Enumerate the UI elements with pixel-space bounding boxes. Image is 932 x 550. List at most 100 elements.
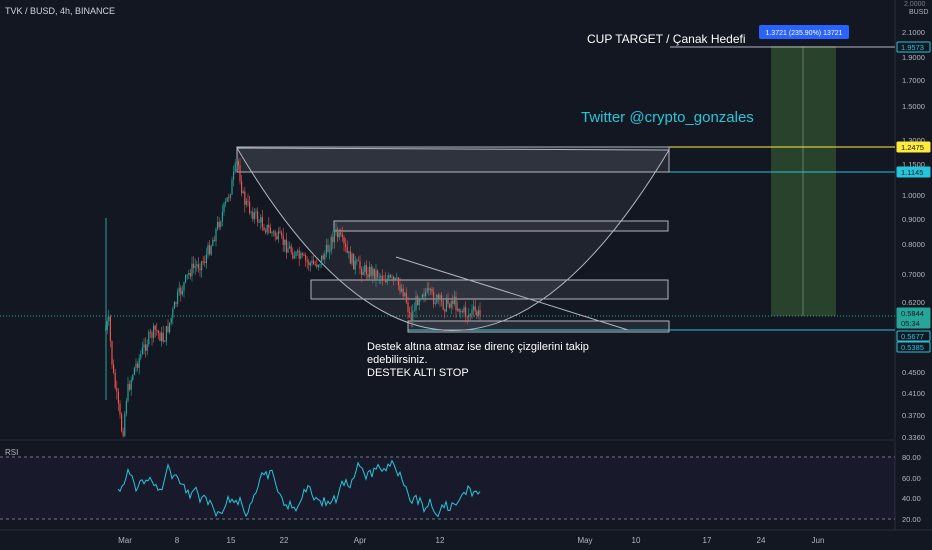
candle-body xyxy=(194,266,196,268)
candle-body xyxy=(140,353,142,358)
twitter-text[interactable]: Twitter @crypto_gonzales xyxy=(581,109,754,126)
candle-body xyxy=(285,239,287,253)
rsi-tick: 80.00 xyxy=(902,453,921,462)
candle-body xyxy=(108,316,110,322)
price-axis[interactable]: 2.1000 1.9000 1.7000 1.5000 1.3000 1.1500 1.00… xyxy=(902,28,925,442)
top-price-tick: 2.0000 xyxy=(904,1,926,8)
price-tick: 0.4100 xyxy=(902,389,925,398)
candle-body xyxy=(468,314,470,318)
candle-body xyxy=(178,287,180,293)
candle-body xyxy=(375,270,377,279)
candle-body xyxy=(239,165,241,182)
candle-body xyxy=(170,317,172,323)
candle-body xyxy=(357,260,359,262)
candle-body xyxy=(281,232,283,236)
price-tick: 1.0000 xyxy=(902,191,925,200)
time-axis[interactable]: Mar 8 15 22 Apr 12 May 10 17 24 Jun xyxy=(118,536,824,545)
candle-body xyxy=(258,222,260,223)
candle-body xyxy=(132,374,134,381)
candle-body xyxy=(469,314,471,316)
candle-body xyxy=(474,306,476,312)
rsi-line xyxy=(117,459,481,518)
candlestick-series[interactable] xyxy=(105,157,481,438)
candle-body xyxy=(322,255,324,260)
currency-label: BUSD xyxy=(909,9,928,16)
candle-body xyxy=(457,308,459,311)
cup-pattern[interactable] xyxy=(236,147,670,331)
cup-target-text[interactable]: CUP TARGET / Çanak Hedefi xyxy=(587,32,746,46)
candle-body xyxy=(373,268,375,279)
candle-body xyxy=(130,380,132,390)
rsi-title[interactable]: RSI xyxy=(5,448,18,457)
candle-body xyxy=(220,221,222,227)
candle-body xyxy=(127,384,129,401)
note-line-2[interactable]: edebilirsiniz. xyxy=(367,354,428,366)
svg-text:0.5844: 0.5844 xyxy=(901,309,924,318)
candle-body xyxy=(401,288,403,292)
note-line-1[interactable]: Destek altına atmaz ise direnç çizgileri… xyxy=(367,341,589,353)
candle-body xyxy=(309,262,311,266)
candle-body xyxy=(196,264,198,267)
candle-body xyxy=(257,211,259,223)
candle-body xyxy=(353,253,355,270)
candle-body xyxy=(397,277,399,286)
note-line-3[interactable]: DESTEK ALTI STOP xyxy=(367,367,469,379)
candle-body xyxy=(157,330,159,334)
price-tick: 0.4500 xyxy=(902,368,925,377)
resistance-box-2[interactable] xyxy=(333,220,669,232)
candle-body xyxy=(165,326,167,342)
candle-body xyxy=(405,292,407,303)
candle-body xyxy=(191,263,193,277)
candle-body xyxy=(421,294,423,299)
candle-body xyxy=(129,384,131,390)
candle-body xyxy=(159,333,161,342)
svg-text:1.2475: 1.2475 xyxy=(901,143,924,152)
candle-body xyxy=(193,263,195,268)
candle-body xyxy=(305,255,307,261)
support-box[interactable] xyxy=(407,320,670,333)
resistance-box-top[interactable] xyxy=(236,146,670,173)
candle-body xyxy=(466,316,468,318)
candle-body xyxy=(381,275,383,280)
candle-body xyxy=(426,288,428,293)
candle-body xyxy=(237,161,239,166)
candle-body xyxy=(327,244,329,252)
time-tick: 15 xyxy=(227,536,236,545)
candle-body xyxy=(343,236,345,244)
candle-body xyxy=(329,251,331,253)
candle-body xyxy=(124,413,126,436)
candle-body xyxy=(146,344,148,351)
candle-body xyxy=(356,260,358,262)
candle-body xyxy=(418,299,420,306)
candle-body xyxy=(365,265,367,275)
candle-body xyxy=(223,203,225,212)
symbol-title[interactable]: TVK / BUSD, 4h, BINANCE xyxy=(5,6,115,16)
candle-body xyxy=(471,309,473,315)
candle-body xyxy=(169,322,171,333)
price-tick: 0.3700 xyxy=(902,411,925,420)
candle-body xyxy=(359,261,361,269)
candle-body xyxy=(175,302,177,304)
rsi-tick: 60.00 xyxy=(902,474,921,483)
candle-body xyxy=(325,244,327,254)
candle-body xyxy=(135,363,137,368)
candle-body xyxy=(266,224,268,233)
candle-body xyxy=(410,313,412,322)
candle-body xyxy=(477,310,479,316)
candle-body xyxy=(441,295,443,302)
candle-body xyxy=(138,357,140,368)
candle-body xyxy=(301,253,303,255)
price-tick: 1.3000 xyxy=(902,136,925,145)
candle-body xyxy=(319,264,321,266)
candle-body xyxy=(407,302,409,312)
trendline[interactable] xyxy=(395,256,629,331)
candle-body xyxy=(455,296,457,311)
candle-body xyxy=(188,273,190,275)
candle-body xyxy=(277,231,279,240)
candle-body xyxy=(431,289,433,292)
price-tick: 1.5000 xyxy=(902,102,925,111)
candle-body xyxy=(303,254,305,256)
time-tick: 24 xyxy=(757,536,766,545)
candle-body xyxy=(202,261,204,263)
